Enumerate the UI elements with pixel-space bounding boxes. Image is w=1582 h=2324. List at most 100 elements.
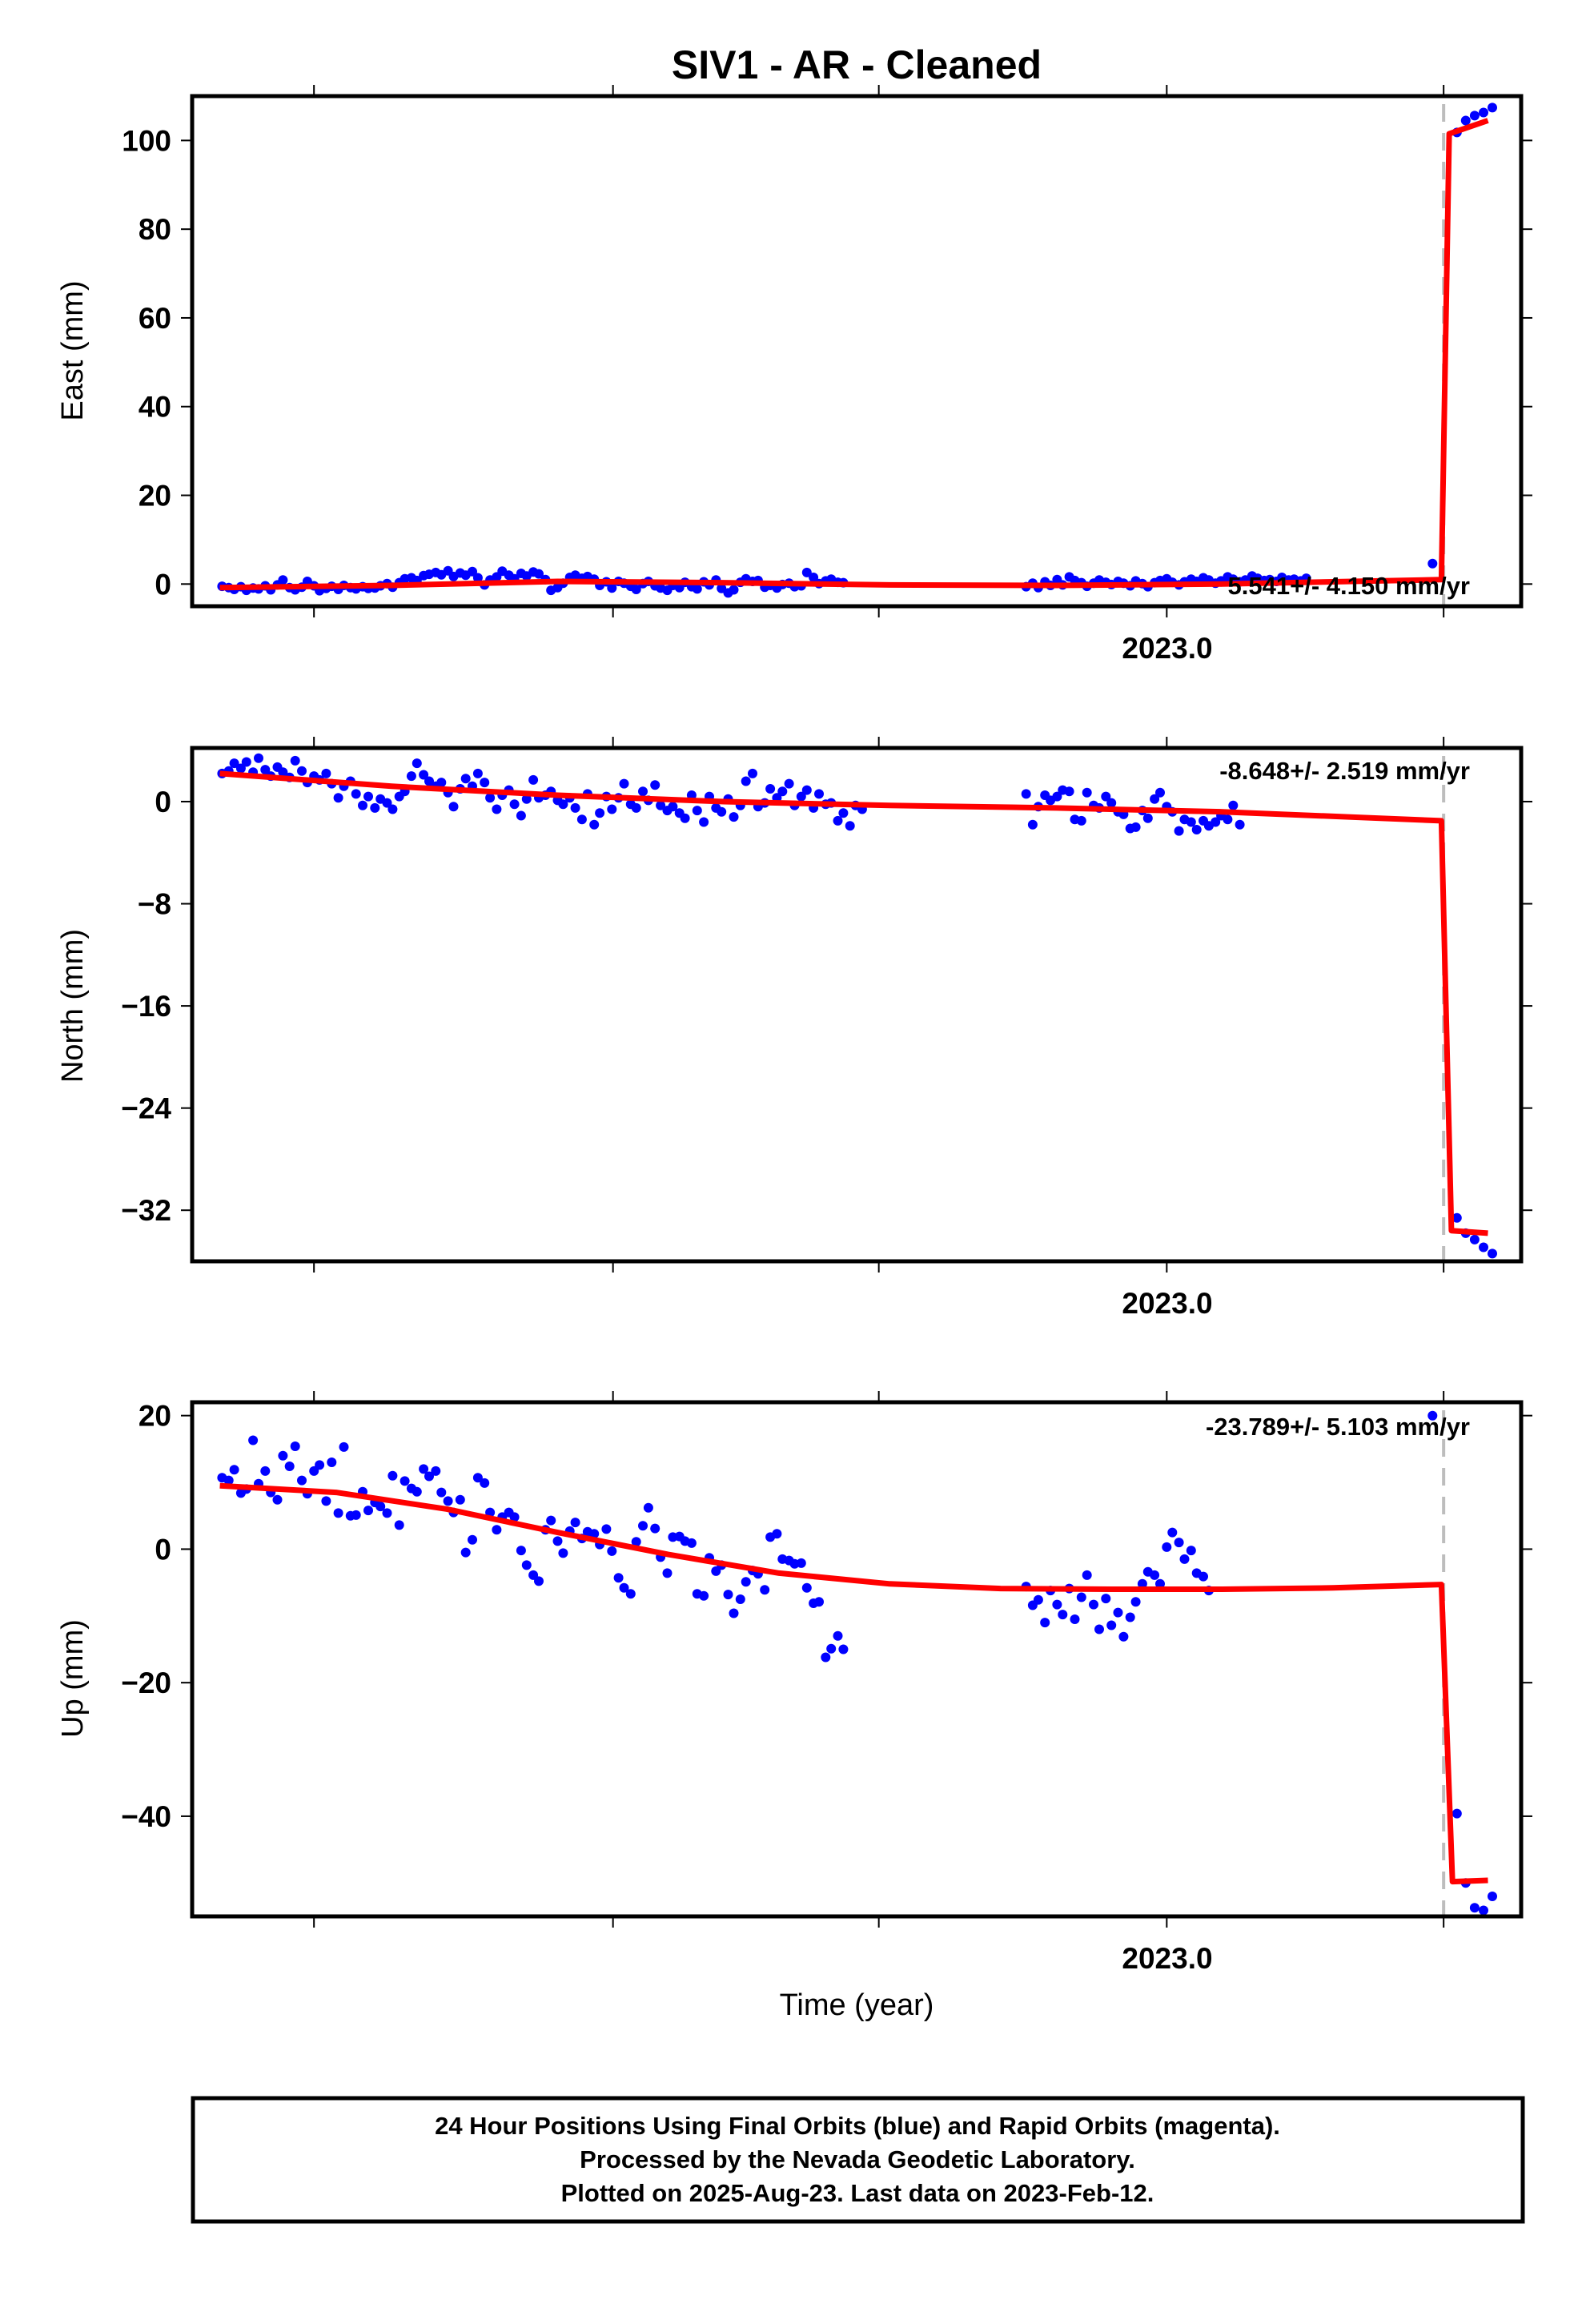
up-data-point (278, 1450, 288, 1461)
east-data-point (809, 573, 819, 582)
up-data-point (643, 1502, 653, 1513)
up-data-point (1106, 1620, 1117, 1630)
up-data-point (1199, 1571, 1208, 1582)
up-data-point (339, 1441, 349, 1452)
east-x-tick-label: 2023.0 (1122, 632, 1212, 665)
north-data-point (796, 791, 806, 802)
north-data-point (1479, 1242, 1488, 1252)
north-panel: 0 −8 −16 −24 −32 -8.648+/- 2.519 mm/yr North… (56, 737, 1532, 1320)
up-data-point (638, 1521, 648, 1531)
north-y-axis-label: North (mm) (56, 929, 90, 1083)
north-data-point (814, 789, 824, 799)
up-data-point (1089, 1599, 1098, 1610)
up-data-point (619, 1582, 629, 1593)
north-data-point (729, 812, 739, 822)
north-data-point (509, 799, 520, 810)
north-data-point (1082, 787, 1092, 798)
up-fit-line (219, 1482, 1488, 1885)
north-data-point (1052, 791, 1062, 802)
up-data-point (1118, 1631, 1129, 1642)
up-data-point (1162, 1542, 1172, 1552)
up-data-point (1130, 1597, 1141, 1607)
north-data-point (1064, 786, 1074, 797)
north-data-point (717, 806, 727, 817)
north-y-tick-label: −32 (121, 1194, 171, 1227)
up-data-point (796, 1558, 806, 1568)
north-data-point (1130, 822, 1141, 832)
north-data-point (412, 758, 422, 769)
east-data-point (729, 585, 739, 595)
up-data-point (394, 1520, 404, 1530)
north-data-point (777, 786, 788, 797)
north-data-point (241, 757, 251, 767)
north-data-point (254, 753, 263, 763)
east-y-tick-label: 80 (139, 213, 171, 246)
north-data-point (1211, 817, 1221, 827)
x-axis-label: Time (year) (780, 1988, 934, 2022)
east-data-point (1427, 558, 1438, 569)
north-data-point (297, 766, 307, 776)
north-data-point (1223, 814, 1233, 825)
north-y-tick-label: 0 (155, 786, 171, 818)
up-data-point (534, 1576, 544, 1586)
east-data-point (534, 569, 544, 579)
north-data-point (748, 768, 757, 778)
north-data-point (460, 774, 471, 784)
up-data-point (387, 1470, 398, 1481)
east-data-point (692, 584, 702, 594)
east-data-point (1460, 115, 1471, 126)
east-y-tick-label: 100 (122, 124, 171, 157)
up-data-point (699, 1590, 709, 1601)
up-data-point (826, 1643, 837, 1654)
north-data-point (419, 770, 429, 780)
up-axes-frame (190, 1400, 1524, 1919)
north-data-point (333, 793, 343, 803)
up-data-point (327, 1458, 337, 1467)
up-data-point (509, 1512, 520, 1522)
north-data-point (570, 802, 580, 813)
up-data-point (492, 1525, 502, 1535)
up-data-point (455, 1494, 465, 1505)
north-data-point (1150, 794, 1160, 804)
north-data-point (1106, 798, 1117, 808)
north-data-point (784, 778, 794, 789)
east-rate-label: 5.541+/- 4.150 mm/yr (1228, 572, 1470, 600)
north-data-point (516, 810, 526, 821)
east-axes-frame (190, 94, 1524, 609)
east-data-point (1469, 111, 1480, 121)
up-data-point (1469, 1903, 1480, 1913)
north-data-point (1027, 819, 1038, 830)
north-data-point (351, 789, 361, 799)
north-plot-area: 0 −8 −16 −24 −32 (121, 737, 1532, 1273)
up-data-point (838, 1644, 849, 1655)
up-data-point (1101, 1594, 1111, 1604)
north-data-point (278, 767, 288, 778)
up-data-point (443, 1496, 453, 1506)
up-data-point (1150, 1570, 1160, 1580)
up-data-point (801, 1582, 812, 1593)
up-data-point (601, 1524, 612, 1534)
north-data-point (765, 784, 776, 794)
up-data-point (729, 1608, 739, 1618)
up-panel: 20 0 −20 −40 -23.789+/- 5.103 mm/yr Up (mm)… (56, 1391, 1532, 2022)
east-plot-area: 0 20 40 60 80 100 (122, 85, 1532, 617)
north-data-point (1488, 1248, 1497, 1259)
east-panel: 0 20 40 60 80 100 5.541+/- 4.150 mm/yr East (… (56, 85, 1532, 665)
up-data-point (321, 1496, 331, 1506)
north-data-point (631, 802, 641, 813)
north-data-point (1452, 1212, 1462, 1223)
up-data-point (472, 1473, 483, 1483)
footer-line-3: Plotted on 2025-Aug-23. Last data on 202… (561, 2179, 1154, 2207)
north-data-point (260, 765, 271, 775)
up-data-point (223, 1475, 234, 1486)
north-data-point (1186, 817, 1196, 827)
north-data-point (656, 800, 666, 810)
footer-box: 24 Hour Positions Using Final Orbits (bl… (191, 2096, 1525, 2224)
up-data-point (723, 1590, 733, 1600)
up-data-point (1058, 1610, 1068, 1620)
up-data-point (480, 1478, 490, 1488)
up-data-point (229, 1465, 239, 1475)
north-data-point (448, 802, 459, 812)
north-data-point (589, 819, 600, 830)
up-data-point (1094, 1624, 1104, 1634)
